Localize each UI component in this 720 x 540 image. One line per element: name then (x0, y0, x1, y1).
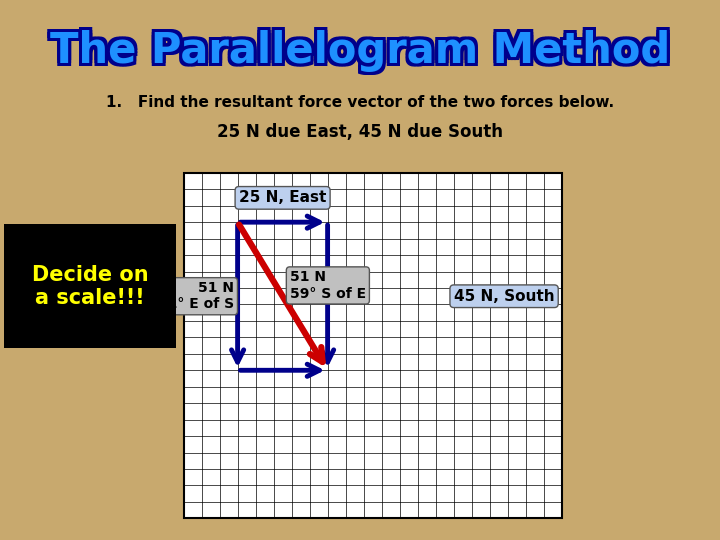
Text: The Parallelogram Method: The Parallelogram Method (52, 32, 672, 75)
Text: 25 N due East, 45 N due South: 25 N due East, 45 N due South (217, 123, 503, 141)
Text: The Parallelogram Method: The Parallelogram Method (47, 33, 667, 75)
Text: The Parallelogram Method: The Parallelogram Method (52, 28, 672, 70)
FancyBboxPatch shape (4, 224, 176, 348)
Text: 51 N
31° E of S: 51 N 31° E of S (158, 281, 234, 312)
Text: The Parallelogram Method: The Parallelogram Method (50, 28, 670, 69)
Text: Decide on
a scale!!!: Decide on a scale!!! (32, 265, 148, 308)
Text: The Parallelogram Method: The Parallelogram Method (53, 28, 673, 69)
Text: The Parallelogram Method: The Parallelogram Method (48, 32, 668, 75)
Text: 45 N, South: 45 N, South (454, 289, 554, 303)
Text: The Parallelogram Method: The Parallelogram Method (47, 30, 667, 72)
Text: 51 N
59° S of E: 51 N 59° S of E (289, 271, 366, 301)
Text: The Parallelogram Method: The Parallelogram Method (53, 33, 673, 75)
Text: The Parallelogram Method: The Parallelogram Method (53, 30, 673, 72)
Text: The Parallelogram Method: The Parallelogram Method (50, 33, 670, 75)
Text: The Parallelogram Method: The Parallelogram Method (48, 28, 668, 70)
Text: The Parallelogram Method: The Parallelogram Method (50, 30, 670, 72)
FancyBboxPatch shape (184, 173, 562, 518)
Text: 1.   Find the resultant force vector of the two forces below.: 1. Find the resultant force vector of th… (106, 95, 614, 110)
Text: The Parallelogram Method: The Parallelogram Method (47, 28, 667, 69)
Text: 25 N, East: 25 N, East (239, 191, 326, 205)
